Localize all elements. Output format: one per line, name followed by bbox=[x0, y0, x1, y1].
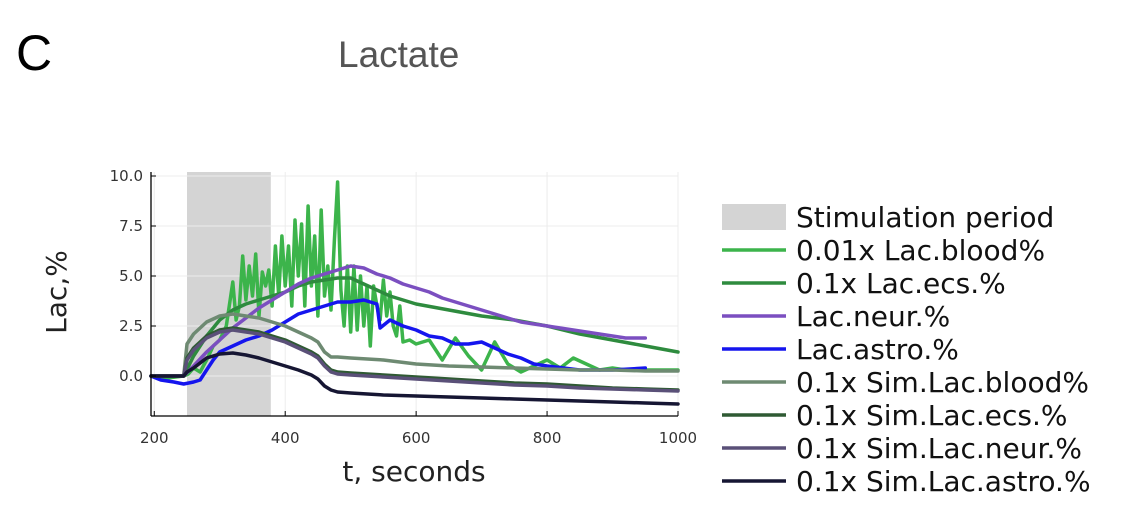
x-tick-label: 1000 bbox=[659, 429, 697, 447]
legend-label-4: Lac.astro.% bbox=[796, 333, 959, 366]
y-axis-label: Lac,% bbox=[40, 250, 73, 334]
y-tick-label: 0.0 bbox=[119, 367, 143, 385]
series-line-4 bbox=[149, 298, 648, 386]
x-tick-label: 400 bbox=[271, 429, 300, 447]
legend-label-1: 0.01x Lac.blood% bbox=[796, 234, 1045, 267]
grid-layer bbox=[151, 172, 679, 416]
x-tick-label: 800 bbox=[533, 429, 562, 447]
chart-title: Lactate bbox=[338, 34, 460, 75]
legend-swatch-stimulation bbox=[722, 204, 786, 230]
legend-label-stimulation: Stimulation period bbox=[796, 201, 1054, 234]
x-tick-label: 200 bbox=[140, 429, 169, 447]
legend-label-2: 0.1x Lac.ecs.% bbox=[796, 267, 1006, 300]
series-line-8 bbox=[149, 351, 680, 406]
legend-label-3: Lac.neur.% bbox=[796, 300, 950, 333]
x-axis-label: t, seconds bbox=[342, 455, 485, 488]
legend-label-7: 0.1x Sim.Lac.neur.% bbox=[796, 432, 1082, 465]
y-tick-label: 5.0 bbox=[119, 267, 143, 285]
series-line-7 bbox=[149, 328, 680, 393]
y-tick-label: 7.5 bbox=[119, 217, 143, 235]
legend-label-5: 0.1x Sim.Lac.blood% bbox=[796, 366, 1089, 399]
legend-label-6: 0.1x Sim.Lac.ecs.% bbox=[796, 399, 1068, 432]
series-line-5 bbox=[149, 312, 680, 378]
y-tick-label: 10.0 bbox=[110, 167, 143, 185]
x-tick-label: 600 bbox=[402, 429, 431, 447]
y-tick-label: 2.5 bbox=[119, 317, 143, 335]
series-line-3 bbox=[181, 264, 648, 378]
axes-layer: 200 400 600 800 1000 0.0 2.5 5.0 7.5 10.0 bbox=[110, 167, 698, 447]
series-layer bbox=[149, 180, 680, 406]
panel-letter: C bbox=[16, 25, 53, 81]
legend-label-8: 0.1x Sim.Lac.astro.% bbox=[796, 465, 1091, 498]
series-line-1 bbox=[149, 180, 680, 380]
